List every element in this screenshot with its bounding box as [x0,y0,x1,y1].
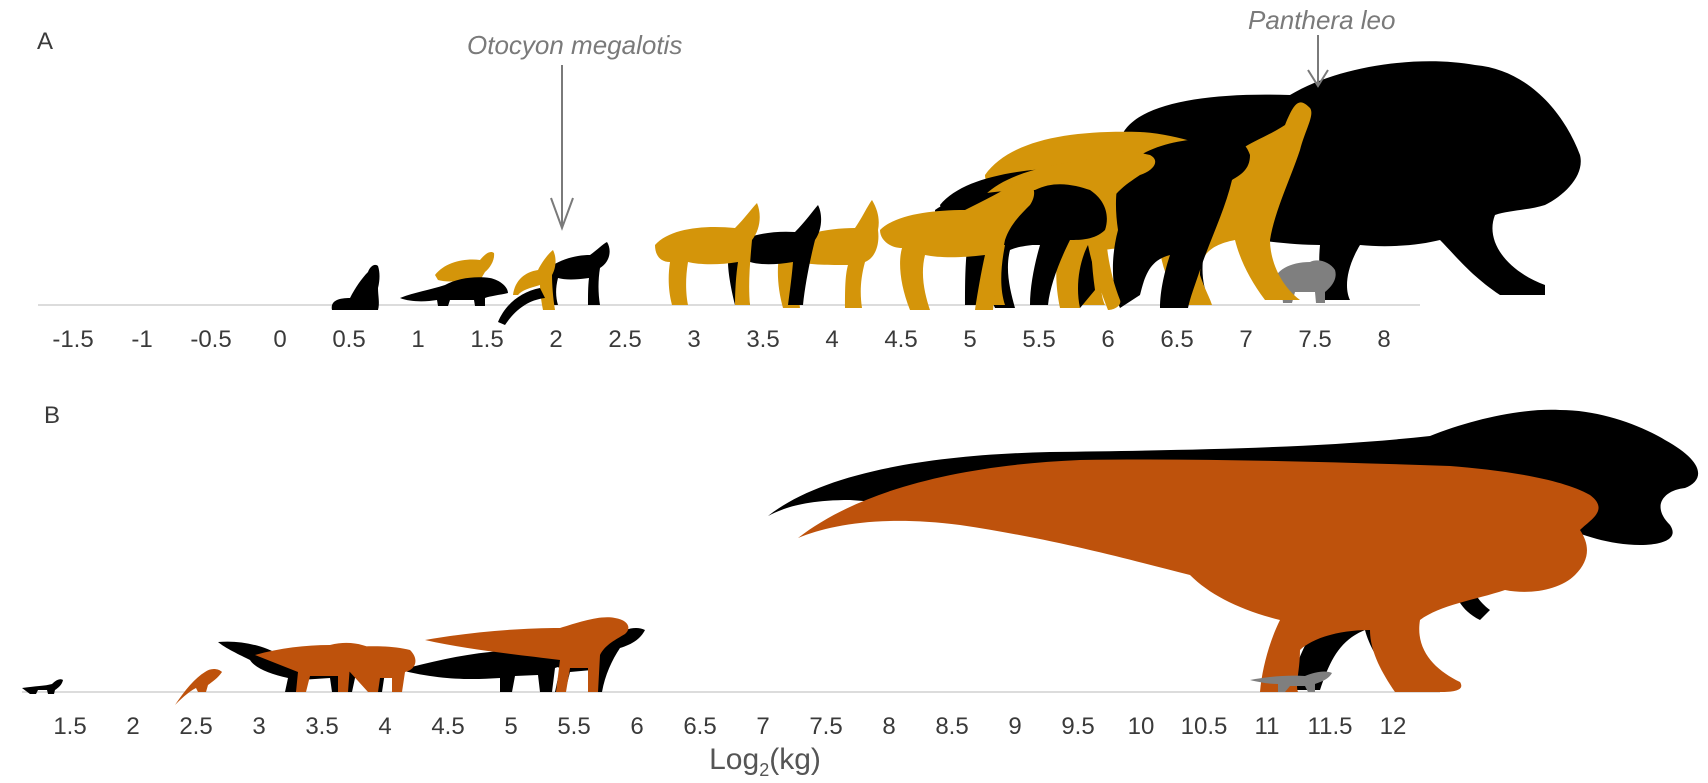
tick-label: 3 [252,713,266,740]
x-axis-title: Log2(kg) [709,743,821,781]
small-dino-silhouette [22,679,63,694]
fox-tail-silhouette [498,288,545,325]
tick-label: 10 [1127,713,1155,740]
tick-label: 4.5 [884,326,918,353]
tick-label: 7.5 [809,713,843,740]
panthera-arrowhead [1307,69,1329,88]
panel-a-label: A [37,28,54,55]
tick-label: 4 [378,713,392,740]
axis-title-subscript: 2 [759,760,770,780]
tick-label: 8.5 [935,713,969,740]
panel-b-label: B [44,402,61,429]
lion-silhouette [1120,61,1581,300]
fox-silhouette [655,203,760,305]
tick-label: 3.5 [746,326,780,353]
tick-label: 4.5 [431,713,465,740]
tick-label: 8 [882,713,896,740]
bat-eared-fox-silhouette [513,250,556,310]
tick-label: 7 [1239,326,1253,353]
axis-title-base: Log [709,743,760,776]
annotation-otocyon: Otocyon megalotis [467,30,683,60]
tyrannosaur-orange-silhouette [798,459,1599,692]
tick-label: 8 [1377,326,1391,353]
hatchling-tyrannosaur-silhouette [1250,671,1332,692]
tick-label: 11.5 [1307,713,1353,740]
annotation-panthera: Panthera leo [1248,5,1396,35]
otocyon-arrowhead [550,197,574,231]
tick-label: 5.5 [1022,326,1056,353]
tick-label: 6.5 [1160,326,1194,353]
tick-label: 6.5 [683,713,717,740]
tick-label: 6 [1101,326,1115,353]
raptor-silhouettes-orange [255,617,629,692]
small-fox-silhouette [435,251,495,298]
tick-label: 1 [411,326,425,353]
cat-silhouette [331,264,380,310]
tick-label: 2.5 [179,713,213,740]
marten-silhouette [400,277,508,306]
tick-label: 12 [1379,713,1407,740]
tick-label: 6 [630,713,644,740]
coyote-silhouette [880,179,1035,310]
tick-label: 3 [687,326,701,353]
caracal-silhouette [777,200,879,308]
tick-label: -1.5 [52,326,94,353]
tick-label: 10.5 [1180,713,1228,740]
bear-silhouette [1112,135,1250,308]
tick-label: 0 [273,326,287,353]
tick-label: 5 [504,713,518,740]
tick-label: 9.5 [1061,713,1095,740]
tick-label: 11 [1254,713,1280,740]
tick-label: 9 [1008,713,1022,740]
tick-label: 4 [825,326,839,353]
tick-label: 1.5 [470,326,504,353]
tick-label: 7.5 [1298,326,1332,353]
tick-label: -0.5 [190,326,232,353]
juvenile-dino-silhouette [175,669,222,705]
tick-label: 2 [549,326,563,353]
axis-title-unit: (kg) [769,743,821,776]
tick-label: 0.5 [332,326,366,353]
tick-label: 5 [963,326,977,353]
tick-label: 2 [126,713,140,740]
tick-label: 3.5 [305,713,339,740]
tick-label: 7 [756,713,770,740]
tick-label: 1.5 [53,713,87,740]
tick-label: 2.5 [608,326,642,353]
tick-label: 5.5 [557,713,591,740]
tick-label: -1 [131,326,153,353]
dark-fox-silhouette [540,242,610,305]
